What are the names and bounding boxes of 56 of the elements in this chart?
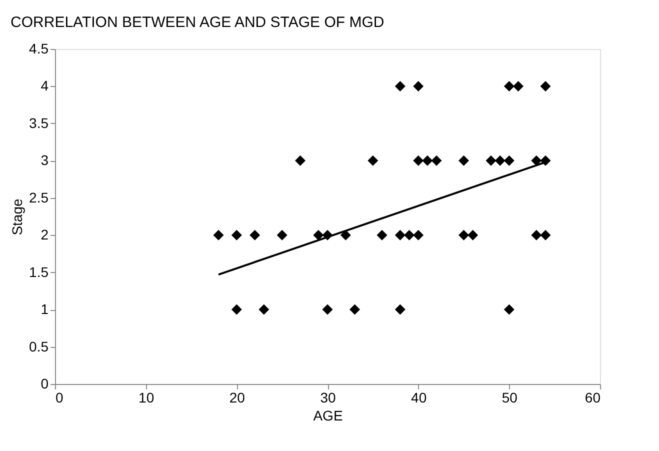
point [531,155,542,166]
point [504,80,514,92]
x-tick-label: 60 [584,390,601,406]
x-tick-label: 10 [138,390,154,406]
y-tick-label: 4 [40,78,49,94]
chart-title: CORRELATION BETWEEN AGE AND STAGE OF MGD [10,14,384,31]
point [486,155,496,166]
point [322,304,333,315]
y-tick-label: 1.5 [29,264,49,280]
y-tick-label: 0 [40,376,49,392]
point [258,304,270,315]
point [394,230,406,240]
x-axis-title: AGE [313,408,343,424]
point [458,155,469,166]
point [540,80,551,92]
point [295,155,306,166]
point [540,230,551,240]
y-axis-title: Stage [9,198,26,236]
point [394,80,406,92]
point [458,230,469,240]
point [504,155,514,166]
point [250,230,260,240]
point [231,304,242,315]
point [231,230,242,240]
y-tick-label: 3.5 [29,114,49,131]
y-tick-label: 0.5 [29,338,49,354]
point [376,230,388,240]
point [540,155,551,166]
x-tick-label: 0 [56,390,64,406]
y-tick-label: 4.5 [29,40,49,56]
point [504,304,514,315]
point [431,155,442,166]
y-tick-label: 1 [40,301,49,318]
point [513,80,524,92]
point [313,230,324,240]
point [531,230,542,240]
x-tick-label: 40 [411,390,427,406]
point [413,80,424,92]
point [413,230,424,240]
x-tick-label: 20 [229,390,246,406]
point [413,155,424,166]
y-tick-label: 2 [40,226,49,243]
point [276,230,288,240]
x-tick-label: 30 [320,390,336,406]
y-tick-label: 3 [40,152,49,168]
point [368,155,378,166]
point [494,155,506,166]
point [422,155,433,166]
point [350,304,360,315]
y-tick-label: 2.5 [29,189,49,206]
point [468,230,478,240]
point [404,230,414,240]
point [394,304,406,315]
point [213,230,224,240]
x-tick-label: 50 [502,390,518,406]
point [340,230,351,240]
